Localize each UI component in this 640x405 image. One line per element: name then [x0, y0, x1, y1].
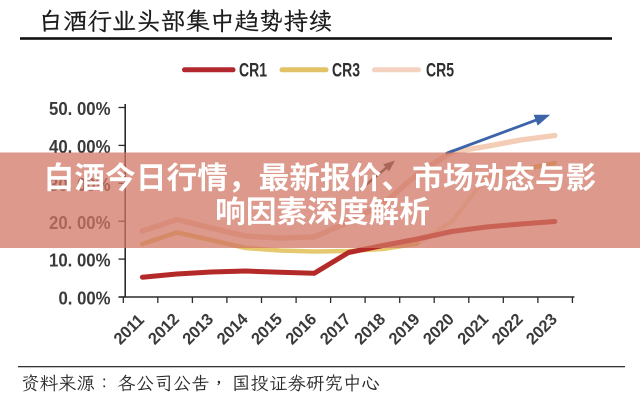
- svg-text:0. 00%: 0. 00%: [59, 289, 111, 309]
- svg-text:10. 00%: 10. 00%: [49, 251, 111, 271]
- svg-text:50. 00%: 50. 00%: [49, 99, 111, 119]
- svg-text:CR1: CR1: [239, 61, 267, 82]
- svg-text:40. 00%: 40. 00%: [49, 137, 111, 157]
- svg-text:CR3: CR3: [332, 61, 360, 82]
- svg-text:CR5: CR5: [426, 61, 454, 82]
